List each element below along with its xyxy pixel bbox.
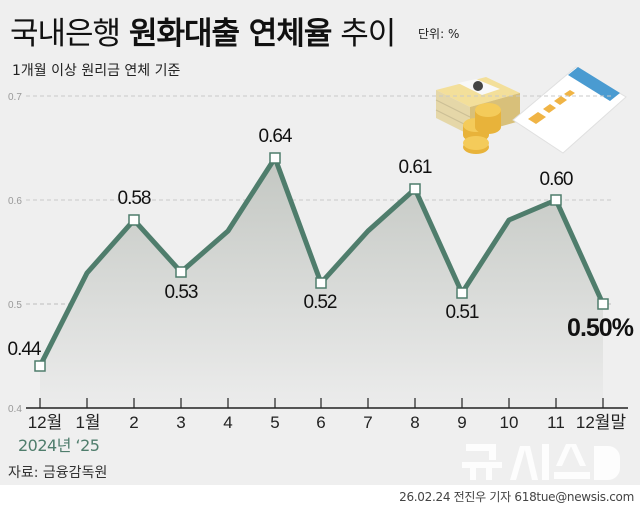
unit-label: 단위: % [418, 27, 460, 41]
marker-feb [128, 214, 140, 226]
x-label-2: 2 [129, 413, 138, 432]
data-markers [34, 152, 609, 372]
marker-may [269, 152, 281, 164]
label-0.53: 0.53 [165, 282, 198, 303]
subtitle: 1개월 이상 원리금 연체 기준 [12, 63, 181, 79]
money-calculator-illustration [435, 66, 627, 154]
label-0.64: 0.64 [259, 126, 293, 147]
x-axis-ticks [39, 398, 604, 408]
x-label-8: 8 [410, 413, 419, 432]
marker-aug [409, 183, 421, 195]
marker-nov [550, 194, 562, 206]
x-axis-labels: 12월 1월 2 3 4 5 6 7 8 9 10 11 12월말 [28, 413, 627, 432]
x-label-6: 6 [316, 413, 325, 432]
x-label-12월: 12월 [28, 413, 63, 432]
marker-dec-2024 [34, 360, 46, 372]
marker-sep [456, 287, 468, 299]
title-part-1: 국내은행 [10, 16, 129, 52]
y-tick-0.5: 0.5 [8, 300, 22, 311]
x-label-3: 3 [176, 413, 185, 432]
label-0.58: 0.58 [118, 188, 151, 209]
newsis-watermark-logo [462, 444, 620, 480]
x-label-11: 11 [547, 413, 565, 432]
label-0.44: 0.44 [8, 339, 42, 360]
credit-line: 26.02.24 전진우 기자 618tue@newsis.com [399, 490, 634, 504]
label-0.52: 0.52 [304, 292, 337, 313]
marker-mar [175, 266, 187, 278]
x-label-4: 4 [223, 413, 232, 432]
x-label-9: 9 [457, 413, 466, 432]
x-label-5: 5 [270, 413, 279, 432]
year-note: 2024년 ‘25 [18, 436, 100, 455]
title-part-2: 추이 [331, 16, 396, 52]
area-chart: 0.7 0.6 0.5 0.4 0.44 0.58 0.53 0.64 0.52… [8, 92, 635, 432]
source-label: 자료: 금융감독원 [8, 465, 108, 481]
label-0.60: 0.60 [540, 169, 573, 190]
label-0.51: 0.51 [446, 302, 479, 323]
title-bold: 원화대출 연체율 [128, 16, 332, 52]
label-0.50-latest: 0.50% [567, 314, 634, 342]
y-axis-ticks: 0.7 0.6 0.5 0.4 [8, 92, 22, 415]
calculator-icon [512, 66, 627, 154]
x-label-12월말: 12월말 [576, 413, 627, 432]
page-title: 국내은행 원화대출 연체율 추이 [10, 8, 396, 53]
y-tick-0.6: 0.6 [8, 196, 22, 207]
marker-dec-end [597, 298, 609, 310]
marker-jun [315, 277, 327, 289]
y-tick-0.4: 0.4 [8, 404, 22, 415]
x-label-7: 7 [363, 413, 372, 432]
x-label-10: 10 [500, 413, 519, 432]
coins-icon [463, 103, 501, 154]
y-tick-0.7: 0.7 [8, 92, 22, 103]
label-0.61: 0.61 [399, 157, 432, 178]
data-labels: 0.44 0.58 0.53 0.64 0.52 0.61 0.51 0.60 … [8, 126, 635, 360]
x-label-1월: 1월 [75, 413, 100, 432]
